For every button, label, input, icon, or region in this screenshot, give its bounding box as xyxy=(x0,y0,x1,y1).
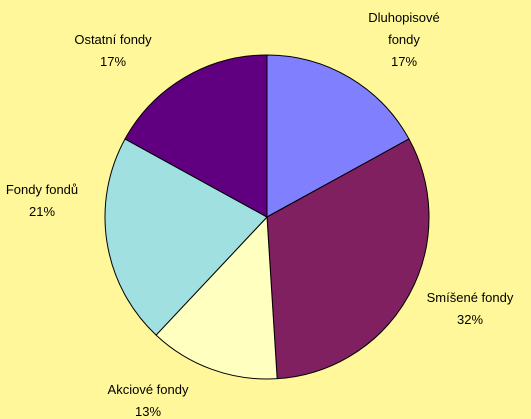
slice-label: Fondy fondů 21% xyxy=(0,179,102,223)
slice-label: Dluhopisové fondy 17% xyxy=(359,7,449,73)
pie-slice xyxy=(104,138,268,336)
pie-slice xyxy=(266,54,410,218)
value-label: 32% xyxy=(456,312,484,327)
value-label: 17% xyxy=(99,54,127,69)
value-label: 13% xyxy=(134,404,162,419)
slice-label: Smíšené fondy 32% xyxy=(400,287,531,331)
value-label: 21% xyxy=(28,204,56,219)
slice-label: Akciové fondy 13% xyxy=(78,379,218,419)
pie-slice xyxy=(266,138,430,380)
pie-slice xyxy=(124,54,268,218)
value-label: 17% xyxy=(390,54,418,69)
category-label: Fondy fondů xyxy=(5,182,79,197)
category-label: Dluhopisové fondy xyxy=(368,10,440,47)
slice-label: Ostatní fondy 17% xyxy=(43,29,183,73)
category-label: Akciové fondy xyxy=(107,382,189,397)
category-label: Smíšené fondy xyxy=(426,290,514,305)
pie-slice xyxy=(155,215,278,380)
category-label: Ostatní fondy xyxy=(74,32,152,47)
